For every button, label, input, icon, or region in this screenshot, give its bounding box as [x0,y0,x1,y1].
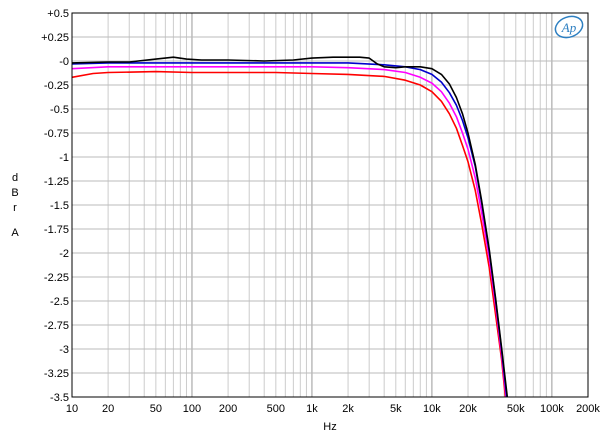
y-axis-label-letter: B [11,187,18,199]
x-tick-label: 20k [459,403,477,415]
series-line [71,66,507,398]
y-tick-labels: +0.5 +0.25 -0 -0.25 -0.5 -0.75 -1 -1.25 -1.5 -1.7… [41,8,69,404]
y-tick-label: -2.75 [44,320,69,332]
series-line [71,70,507,398]
x-tick-labels: 10 20 50 100 200 500 1k 2k 5k 10k 20k 50k 100k 200k [66,403,600,415]
y-axis-label-letter: d [12,172,18,184]
ap-logo: Ap [554,15,584,39]
y-tick-label: -3.25 [44,368,69,380]
y-tick-label: -0.75 [44,128,69,140]
y-tick-label: -3 [59,344,69,356]
data-series [71,56,509,398]
y-tick-label: -1 [59,152,69,164]
x-tick-label: 2k [342,403,354,415]
y-tick-label: -1.5 [50,200,69,212]
x-tick-label: 1k [306,403,318,415]
x-tick-label: 20 [102,403,114,415]
series-line [71,56,509,398]
x-tick-label: 100 [183,403,201,415]
y-tick-label: -2.25 [44,272,69,284]
y-tick-label: -0 [59,56,69,68]
y-tick-label: -2 [59,248,69,260]
plot-frame [71,12,589,398]
y-axis-label-letter: A [11,227,19,239]
y-axis-label: d B r A [11,172,19,239]
x-axis-label: Hz [323,421,336,433]
x-tick-label: 100k [540,403,564,415]
y-tick-label: -3.5 [50,392,69,404]
y-tick-label: -0.25 [44,80,69,92]
x-tick-label: 10k [423,403,441,415]
grid-lines [72,13,588,397]
x-tick-label: 200k [576,403,600,415]
x-tick-label: 10 [66,403,78,415]
x-tick-label: 50k [507,403,525,415]
ap-logo-text: Ap [561,20,577,35]
x-tick-label: 5k [390,403,402,415]
y-tick-label: +0.25 [41,32,69,44]
y-axis-label-letter: r [13,202,17,214]
y-tick-label: -1.25 [44,176,69,188]
x-tick-label: 50 [150,403,162,415]
y-tick-label: -2.5 [50,296,69,308]
y-tick-label: -1.75 [44,224,69,236]
y-tick-label: +0.5 [47,8,69,20]
ap-logo-ring [554,15,584,39]
y-tick-label: -0.5 [50,104,69,116]
x-tick-label: 200 [219,403,237,415]
x-tick-label: 500 [267,403,285,415]
